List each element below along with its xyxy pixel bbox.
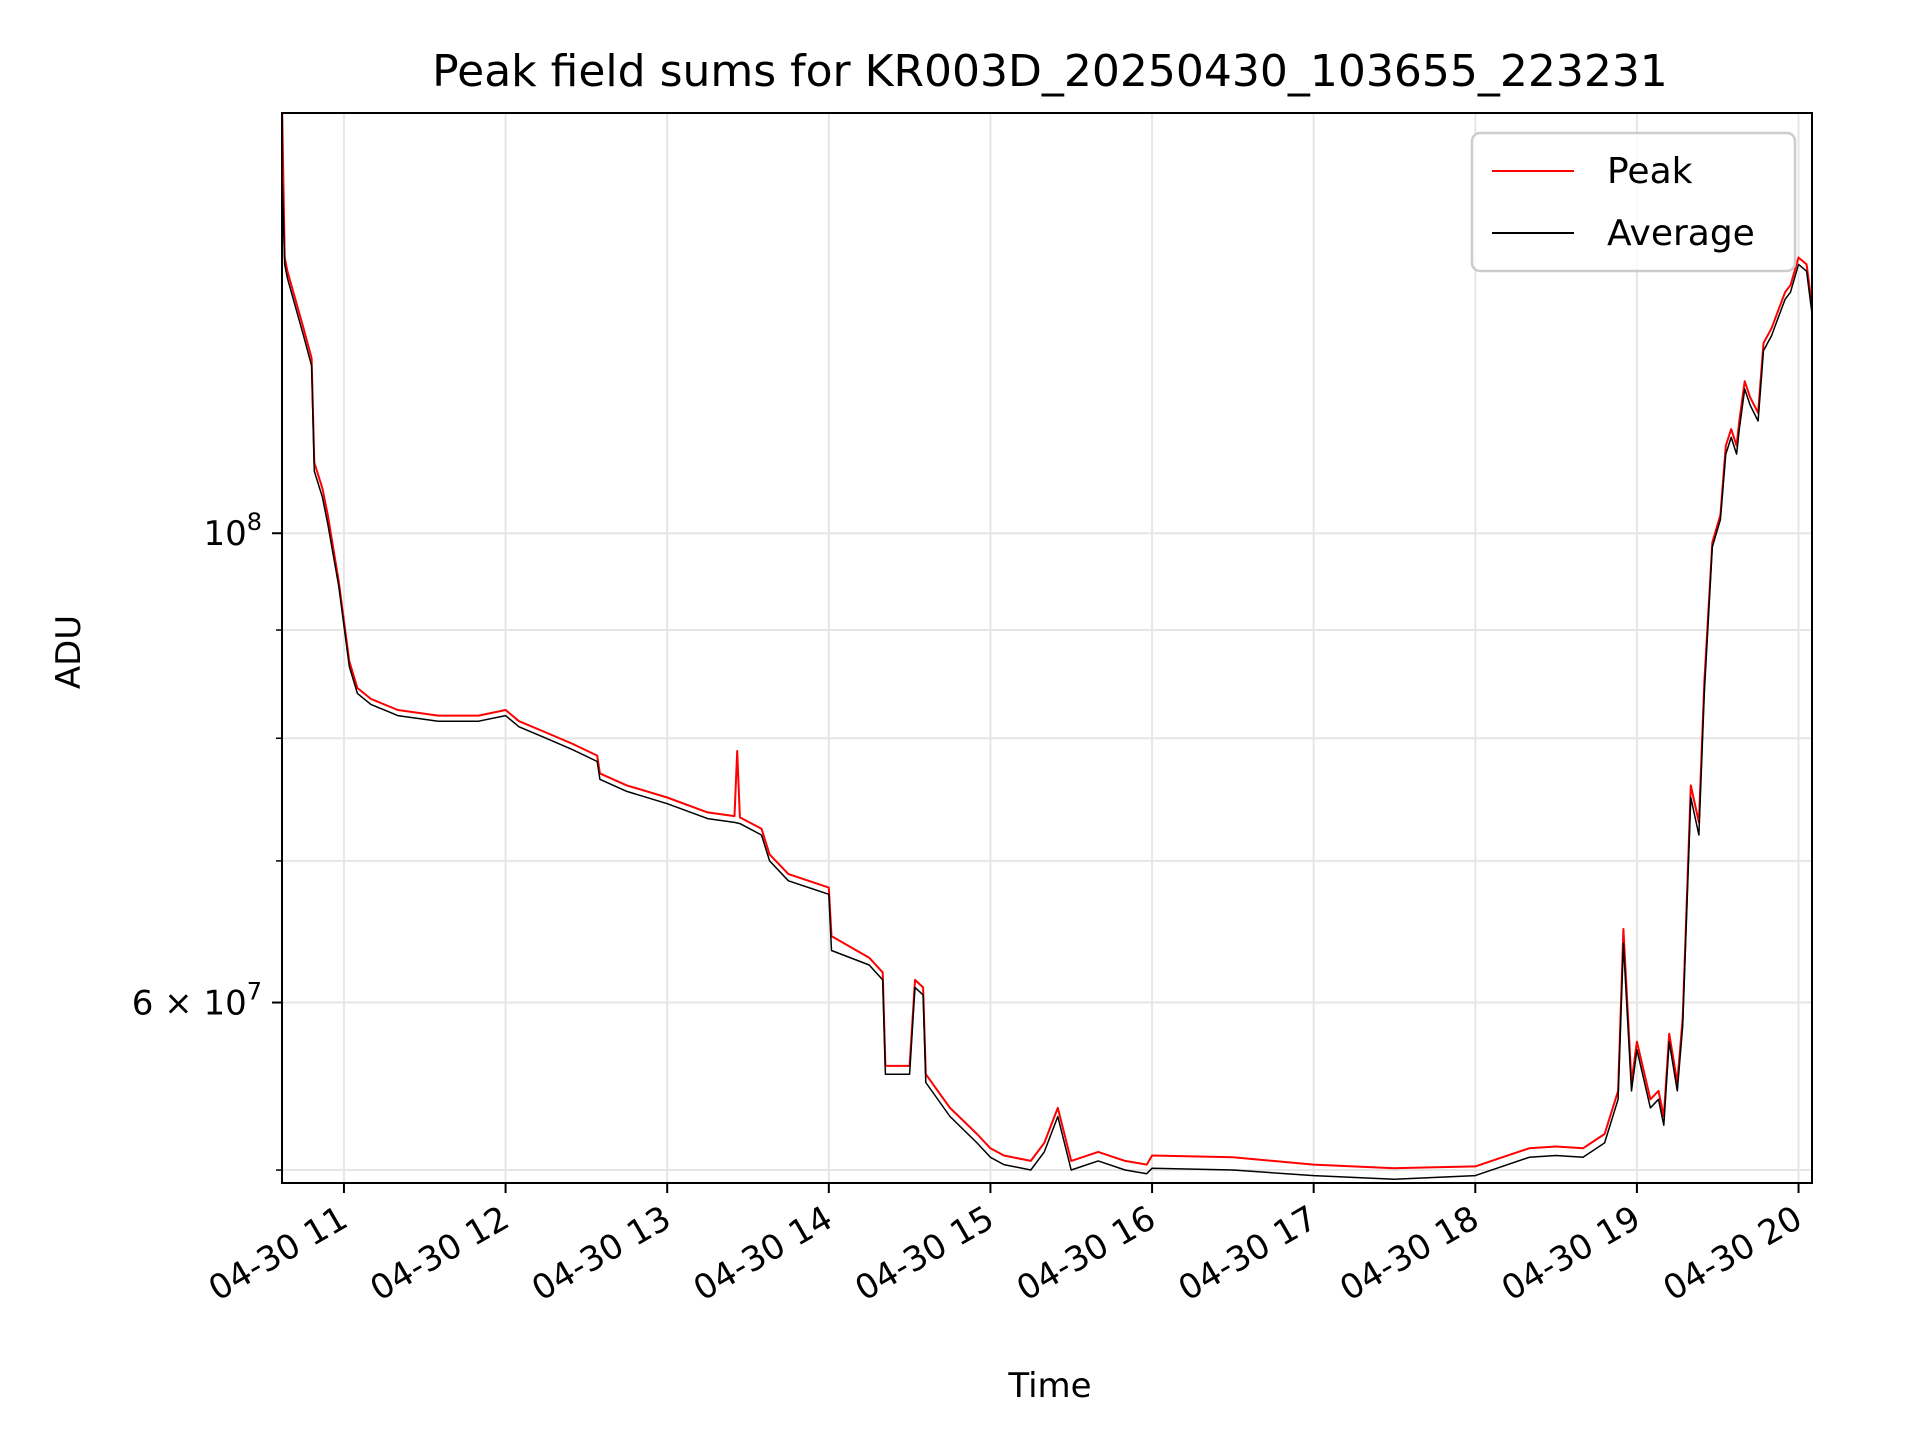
series-lines [282, 113, 1812, 1181]
y-tick-label: 6 × 107 [132, 978, 262, 1024]
series-line-average [282, 173, 1812, 1181]
x-axis-label: Time [1007, 1366, 1091, 1406]
y-tick-label: 108 [203, 508, 262, 554]
legend: Peak Average [1470, 131, 1797, 273]
legend-label-average: Average [1607, 213, 1755, 254]
legend-label-peak: Peak [1607, 151, 1693, 192]
plot-frame [281, 112, 1813, 1184]
legend-box [1470, 131, 1797, 273]
y-axis-label: ADU [49, 615, 89, 689]
grid [282, 113, 1812, 1183]
chart-title: Peak field sums for KR003D_20250430_1036… [432, 46, 1668, 97]
